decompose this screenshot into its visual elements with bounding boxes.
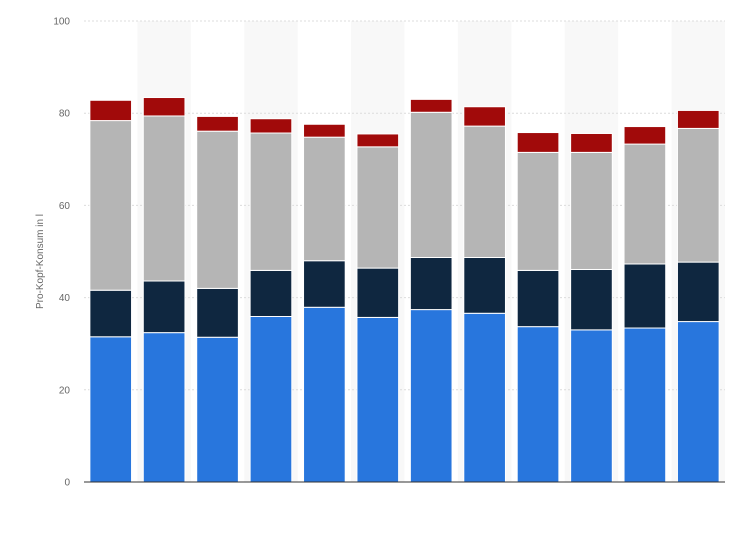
bar-segment [623, 327, 667, 483]
bar-segment [196, 336, 239, 483]
bar-segment [196, 115, 239, 132]
bar-segment [303, 123, 346, 138]
bars [89, 97, 720, 483]
bar-segment [623, 126, 667, 145]
y-tick-label: 20 [59, 385, 71, 396]
bar-segment [676, 127, 720, 263]
bar-segment [356, 316, 400, 483]
y-tick-label: 0 [64, 478, 70, 489]
bar-segment [142, 280, 186, 334]
bar-segment [463, 256, 506, 314]
bar-segment [142, 332, 186, 483]
y-tick-label: 40 [59, 293, 71, 304]
bar-segment [623, 263, 667, 329]
bar-segment [89, 120, 133, 291]
y-tick-label: 100 [53, 17, 70, 28]
bar-segment [516, 132, 560, 153]
bar-segment [516, 269, 560, 328]
bar-segment [89, 289, 133, 338]
bar-segment [516, 326, 560, 483]
bar-segment [409, 256, 453, 311]
bar-segment [89, 99, 133, 122]
bar-segment [463, 106, 506, 127]
bar-segment [303, 260, 346, 308]
bar-segment [89, 336, 133, 483]
bar-segment [356, 146, 400, 269]
bar-segment [249, 132, 293, 271]
y-axis-ticks: 0 20 40 60 80 100 [53, 17, 70, 489]
bar-segment [356, 133, 400, 148]
bar-segment [303, 306, 346, 483]
bar-segment [249, 269, 293, 318]
bar-segment [142, 115, 186, 282]
bar-segment [570, 268, 613, 331]
bar-segment [249, 316, 293, 483]
bar-segment [676, 109, 720, 129]
bar-segment [409, 98, 453, 113]
bar-segment [570, 329, 613, 483]
bar-segment [463, 312, 506, 483]
bar-segment [196, 287, 239, 338]
bar-segment [356, 267, 400, 318]
bar-segment [142, 97, 186, 117]
bar-segment [623, 143, 667, 265]
bar-segment [409, 309, 453, 483]
bar-segment [516, 151, 560, 271]
y-tick-label: 60 [59, 201, 71, 212]
bar-segment [409, 111, 453, 258]
gridlines [84, 20, 725, 391]
bar-segment [676, 261, 720, 323]
y-axis-label: Pro-Kopf-Konsum in l [35, 214, 46, 309]
y-tick-label: 80 [59, 109, 71, 120]
bar-segment [303, 136, 346, 262]
bar-segment [570, 151, 613, 270]
bar-segment [196, 130, 239, 289]
bar-segment [570, 132, 613, 153]
bar-segment [676, 321, 720, 483]
bar-segment [249, 118, 293, 134]
bar-segment [463, 125, 506, 258]
